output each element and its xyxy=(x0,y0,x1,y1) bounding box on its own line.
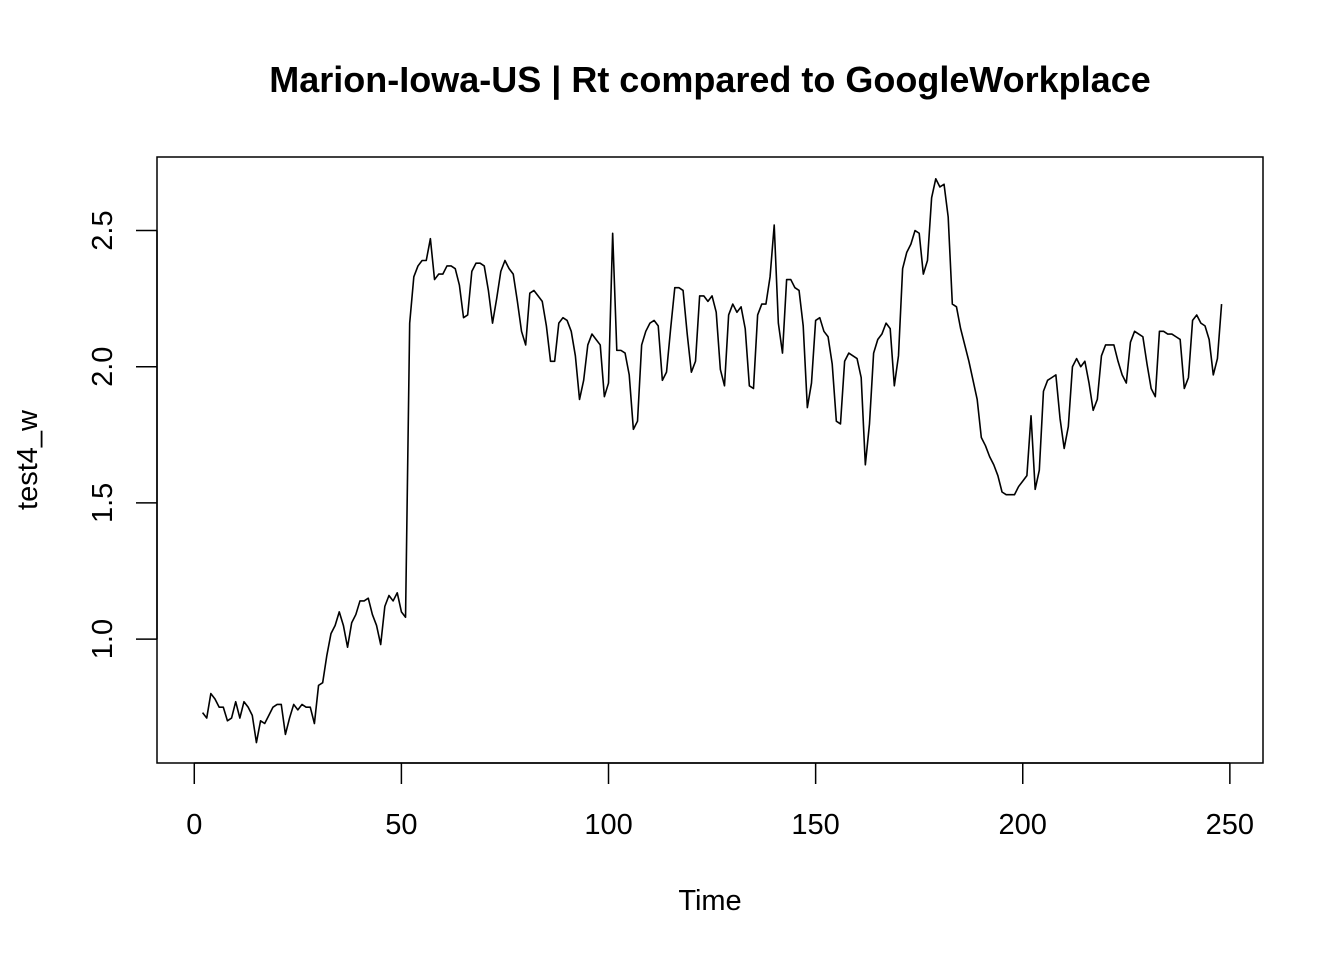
y-tick-label: 1.0 xyxy=(87,619,119,659)
y-tick-label: 2.0 xyxy=(87,347,119,387)
x-tick-label: 250 xyxy=(1206,809,1254,841)
series-line xyxy=(201,177,1223,744)
x-tick-label: 0 xyxy=(186,809,202,841)
series-layer xyxy=(201,177,1223,744)
x-tick-label: 150 xyxy=(791,809,839,841)
plot-frame xyxy=(156,156,1264,764)
y-tick-label: 1.5 xyxy=(87,483,119,523)
chart-title: Marion-Iowa-US | Rt compared to GoogleWo… xyxy=(269,59,1151,101)
x-axis: 0 50 100 150 200 250 xyxy=(186,762,1254,841)
x-tick-label: 100 xyxy=(584,809,632,841)
x-tick-label: 200 xyxy=(999,809,1047,841)
x-axis-label: Time xyxy=(678,885,741,917)
y-axis: 1.0 1.5 2.0 2.5 xyxy=(87,210,158,659)
y-axis-label: test4_w xyxy=(12,409,44,510)
y-tick-label: 2.5 xyxy=(87,210,119,250)
x-tick-label: 50 xyxy=(385,809,417,841)
